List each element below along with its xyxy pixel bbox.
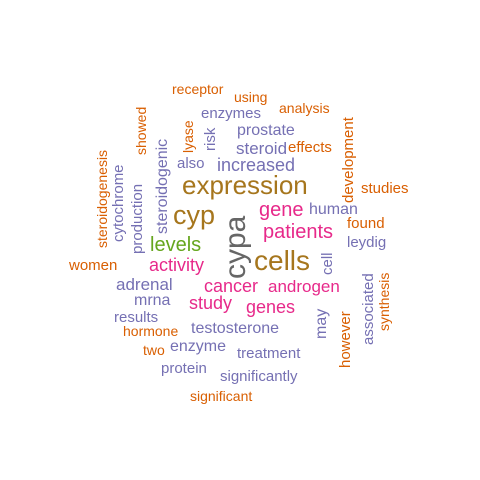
word-found: found xyxy=(347,215,385,232)
word-cypa: cypa xyxy=(219,215,252,279)
word-cell: cell xyxy=(319,252,336,275)
word-risk: risk xyxy=(202,127,219,151)
word-cancer: cancer xyxy=(204,276,259,296)
word-may: may xyxy=(313,308,330,339)
word-production: production xyxy=(129,183,146,254)
word-steroidogenesis: steroidogenesis xyxy=(94,149,110,248)
word-prostate: prostate xyxy=(237,122,295,139)
word-protein: protein xyxy=(161,360,207,377)
word-lyase: lyase xyxy=(180,120,196,153)
word-however: however xyxy=(337,311,354,368)
word-adrenal: adrenal xyxy=(116,275,173,294)
word-using: using xyxy=(234,89,268,105)
word-treatment: treatment xyxy=(237,345,301,362)
word-two: two xyxy=(143,342,165,358)
word-cytochrome: cytochrome xyxy=(110,164,127,242)
word-receptor: receptor xyxy=(172,81,224,97)
word-testosterone: testosterone xyxy=(191,320,280,337)
word-human: human xyxy=(309,201,358,218)
word-enzymes: enzymes xyxy=(201,105,262,122)
word-expression: expression xyxy=(182,170,308,200)
word-hormone: hormone xyxy=(123,323,179,339)
word-cyp: cyp xyxy=(173,200,216,230)
word-showed: showed xyxy=(133,106,149,155)
word-significant: significant xyxy=(190,388,253,404)
word-studies: studies xyxy=(361,180,409,197)
word-steroidogenic: steroidogenic xyxy=(154,138,171,234)
word-development: development xyxy=(340,117,357,203)
word-analysis: analysis xyxy=(279,100,330,116)
word-genes: genes xyxy=(246,297,296,317)
word-mrna: mrna xyxy=(134,292,171,309)
word-synthesis: synthesis xyxy=(376,272,392,331)
word-study: study xyxy=(189,293,233,313)
word-increased: increased xyxy=(217,155,296,175)
word-steroid: steroid xyxy=(236,139,288,158)
word-gene: gene xyxy=(259,199,304,221)
word-effects: effects xyxy=(288,139,332,156)
word-associated: associated xyxy=(360,273,377,345)
word-patients: patients xyxy=(263,221,334,243)
word-also: also xyxy=(177,155,205,172)
word-results: results xyxy=(114,309,159,326)
word-significantly: significantly xyxy=(220,368,298,385)
word-women: women xyxy=(69,257,118,274)
word-enzyme: enzyme xyxy=(170,338,227,355)
word-cells: cells xyxy=(254,245,311,276)
word-leydig: leydig xyxy=(347,234,387,251)
word-levels: levels xyxy=(150,234,202,256)
word-androgen: androgen xyxy=(268,277,340,296)
word-activity: activity xyxy=(149,255,205,275)
